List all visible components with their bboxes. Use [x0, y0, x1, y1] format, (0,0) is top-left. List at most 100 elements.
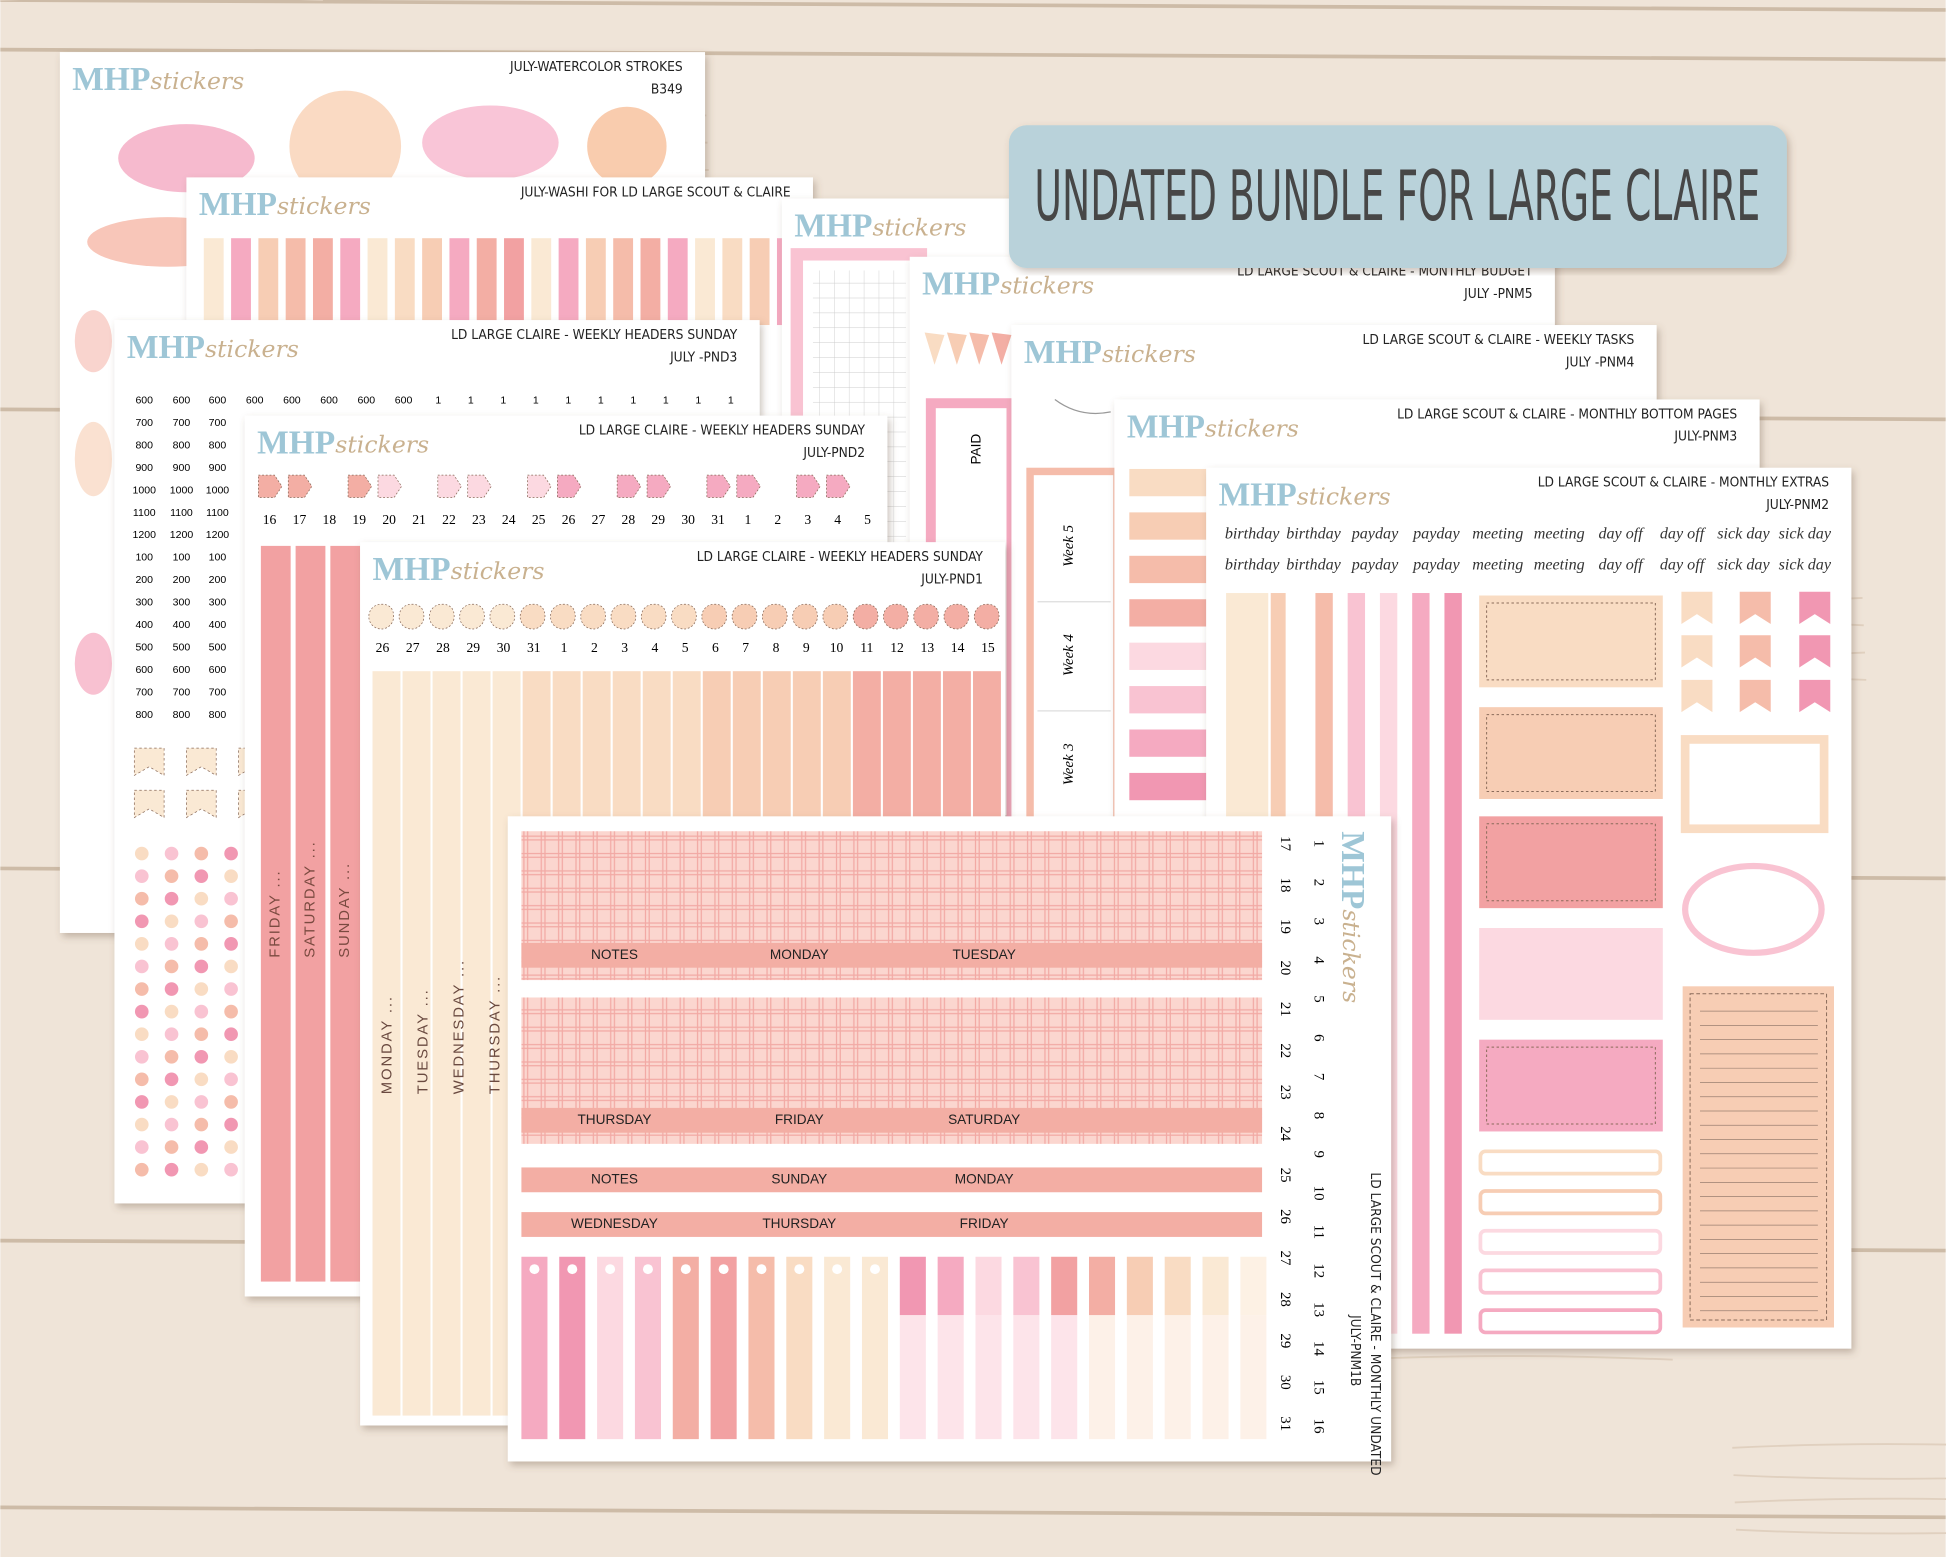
- hour-label: 1: [663, 395, 669, 407]
- hour-label: 300: [209, 597, 227, 609]
- hour-label: 600: [173, 664, 191, 676]
- watercolor-stroke: [422, 105, 559, 180]
- dot-sticker: [224, 1049, 238, 1064]
- hour-label: 1: [728, 395, 734, 407]
- date-label: 15: [1310, 1380, 1326, 1395]
- tab-hole: [605, 1264, 616, 1275]
- wood-grain: [1733, 1474, 1946, 1480]
- hour-label: 900: [209, 462, 227, 474]
- tab-strip: [710, 1256, 737, 1440]
- drop-sticker: [429, 603, 455, 630]
- brand-script: stickers: [451, 556, 545, 584]
- date-label: 11: [1310, 1225, 1326, 1239]
- header-label: THURSDAY: [762, 1216, 836, 1231]
- dot-sticker: [134, 1049, 149, 1064]
- hour-label: 1000: [170, 484, 194, 496]
- date-label: 19: [1277, 919, 1293, 934]
- hour-label: 1: [468, 395, 474, 407]
- hour-label: 600: [135, 395, 153, 407]
- tab-hole: [794, 1264, 805, 1275]
- hour-label: 1: [500, 395, 506, 407]
- hour-label: 200: [135, 574, 153, 586]
- sheet-code: JULY -PND3: [669, 349, 737, 365]
- bottom-strip: [1129, 772, 1207, 801]
- drop-sticker: [368, 603, 394, 630]
- date-label: 17: [1277, 836, 1293, 851]
- brand-script: stickers: [1205, 414, 1299, 442]
- dot-sticker: [164, 982, 179, 996]
- date-label: 5: [682, 640, 689, 655]
- plank-gap: [0, 0, 1946, 12]
- date-label: 8: [773, 640, 780, 655]
- event-label: payday: [1351, 525, 1399, 542]
- tab-strip: [861, 1256, 889, 1440]
- brand-script: stickers: [1102, 339, 1196, 367]
- brand-mark: MHP: [127, 329, 205, 366]
- brand-logo: MHPstickers: [1334, 831, 1371, 1003]
- washi-strip: [367, 238, 388, 326]
- watercolor-flower: [289, 90, 402, 203]
- dot-sticker: [134, 1117, 149, 1132]
- dot-sticker: [194, 1027, 209, 1042]
- washi-strip: [231, 238, 251, 326]
- flag: [186, 789, 217, 819]
- dot-sticker: [194, 937, 209, 951]
- sheet-title: LD LARGE CLAIRE - WEEKLY HEADERS SUNDAY: [451, 327, 738, 343]
- extras-box: [1479, 1039, 1663, 1132]
- brand-mark: MHP: [1334, 831, 1371, 909]
- tab-strip-bottom: [899, 1315, 926, 1440]
- sheet-code: JULY-PND2: [802, 445, 865, 461]
- tab-strip-top: [1164, 1256, 1191, 1316]
- event-label: birthday: [1286, 556, 1341, 573]
- header-label: NOTES: [591, 947, 638, 962]
- date-label: 27: [406, 640, 420, 655]
- dot-sticker: [164, 869, 179, 883]
- extras-box-dash: [1486, 602, 1656, 681]
- dot-sticker: [194, 1162, 209, 1177]
- date-label: 14: [1310, 1341, 1326, 1356]
- dot-sticker: [134, 914, 149, 929]
- date-tab: [527, 474, 552, 498]
- event-label: day off: [1660, 525, 1707, 542]
- drop-sticker: [459, 603, 485, 630]
- dot-sticker: [134, 959, 149, 974]
- dot-sticker: [134, 1140, 149, 1154]
- tab-strip-bottom: [937, 1315, 964, 1440]
- header-label: THURSDAY: [577, 1112, 651, 1127]
- date-tab: [258, 474, 283, 498]
- extras-frame: [1680, 735, 1829, 834]
- date-label: 1: [745, 512, 752, 527]
- dot-sticker: [164, 1162, 179, 1177]
- extras-strip: [1412, 593, 1430, 1334]
- event-label: birthday: [1225, 556, 1280, 573]
- brand-mark: MHP: [1219, 476, 1297, 513]
- banner-text: UNDATED BUNDLE FOR LARGE CLAIRE: [1034, 157, 1760, 237]
- dot-sticker: [224, 1140, 238, 1154]
- dot-sticker: [194, 846, 209, 861]
- tab-strip-top: [1126, 1256, 1153, 1316]
- drop-sticker: [701, 603, 727, 630]
- header-bar: [521, 1167, 1263, 1193]
- brand-logo: MHPstickers: [72, 61, 244, 98]
- day-label: THURSDAY ...: [487, 975, 503, 1094]
- washi-strip: [312, 238, 333, 326]
- dot-sticker: [164, 846, 179, 861]
- date-label: 20: [382, 512, 396, 527]
- hour-label: 1100: [170, 507, 193, 519]
- event-label: meeting: [1534, 556, 1585, 573]
- dot-sticker: [194, 1095, 209, 1109]
- dot-sticker: [194, 891, 209, 906]
- washi-strip: [422, 238, 443, 326]
- extras-pill: [1478, 1268, 1663, 1295]
- date-label: 10: [1310, 1186, 1326, 1201]
- hour-label: 600: [358, 395, 376, 407]
- hour-label: 1: [695, 395, 701, 407]
- event-label: sick day: [1779, 525, 1832, 542]
- brand-logo: MHPstickers: [257, 424, 429, 461]
- event-label: meeting: [1472, 556, 1523, 573]
- small-flag: [1681, 635, 1713, 668]
- hour-label: 800: [173, 709, 191, 721]
- dot-sticker: [164, 1027, 179, 1042]
- tab-hole: [680, 1264, 691, 1275]
- bottom-strip: [1129, 729, 1207, 757]
